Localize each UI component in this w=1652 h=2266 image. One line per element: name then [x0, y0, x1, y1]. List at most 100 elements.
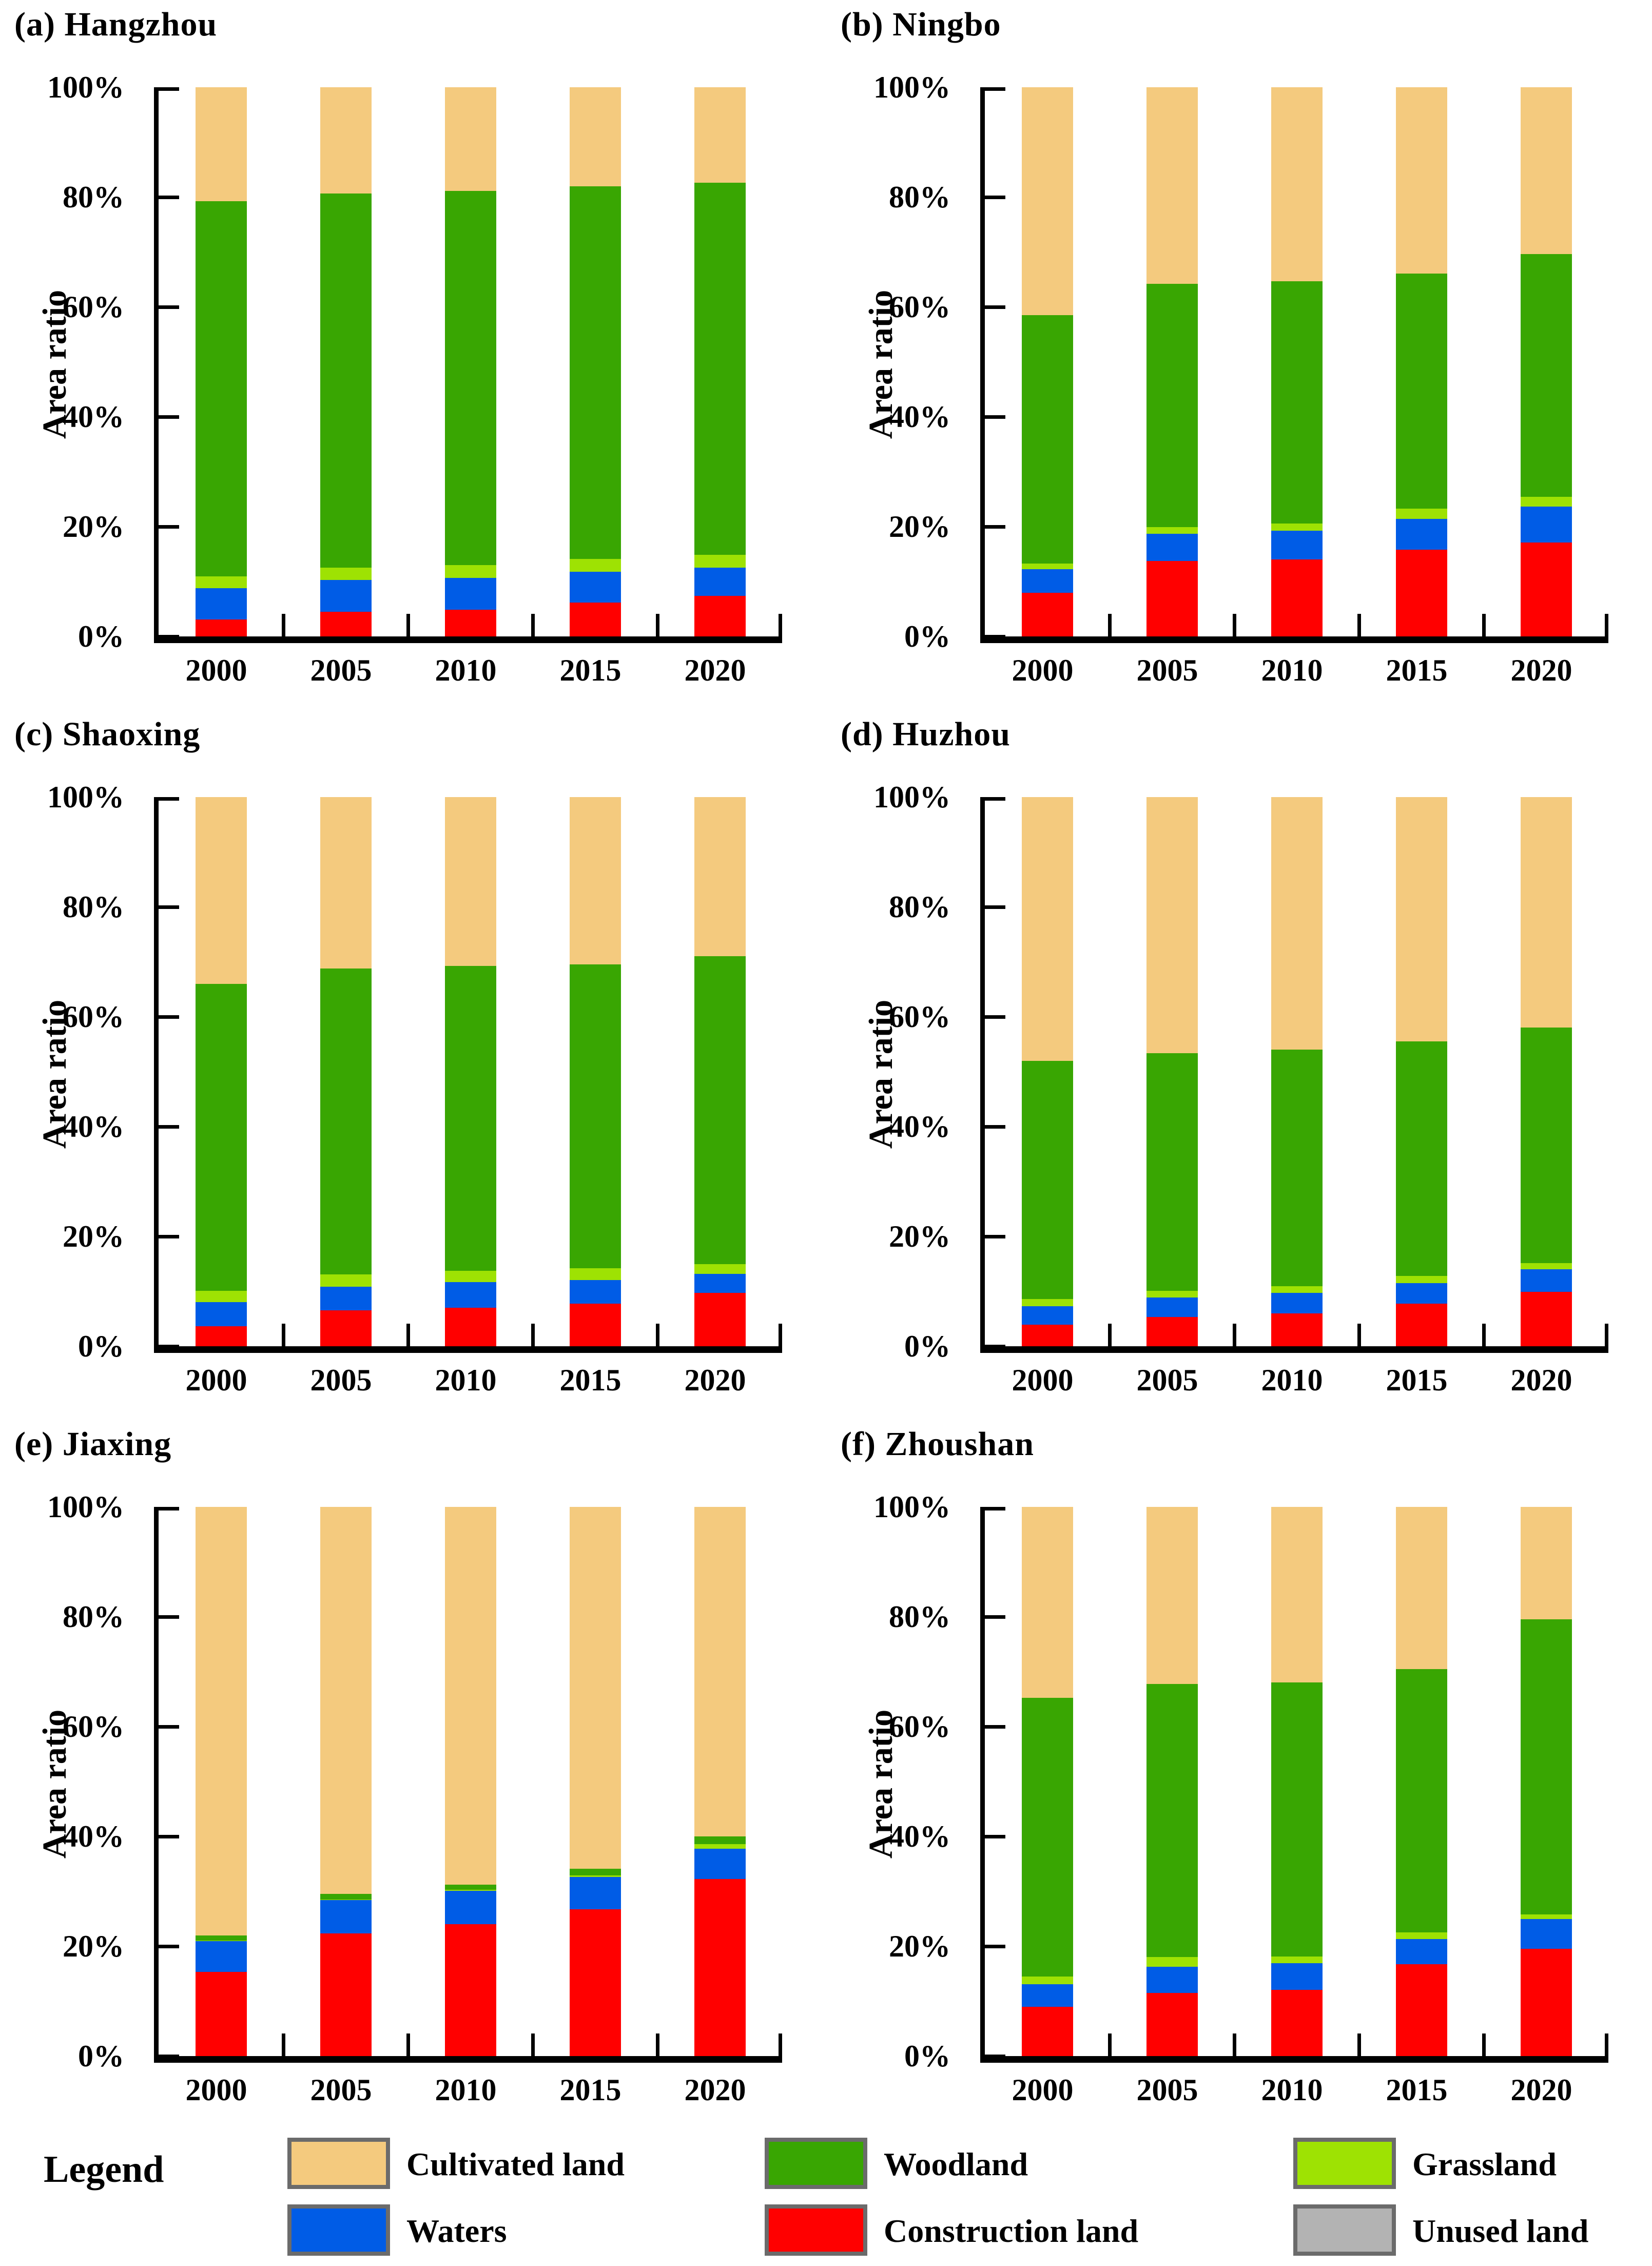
segment-grassland	[1021, 563, 1073, 570]
plot-area	[154, 87, 782, 643]
y-tick-label: 60%	[889, 290, 950, 324]
segment-grassland	[1271, 523, 1323, 531]
segment-woodland	[1146, 1053, 1198, 1291]
segment-waters	[1021, 1306, 1073, 1325]
segment-cultivated_land	[1146, 1507, 1198, 1684]
y-tick-label: 20%	[889, 510, 950, 544]
segment-cultivated_land	[320, 87, 372, 193]
segment-construction_land	[444, 1308, 496, 1346]
x-tick-label: 2020	[684, 653, 746, 687]
y-tick-label: 60%	[889, 1710, 950, 1744]
segment-construction_land	[1021, 593, 1073, 636]
segment-woodland	[694, 956, 746, 1264]
segment-woodland	[444, 965, 496, 1271]
plot-area	[980, 1507, 1608, 2063]
bar-2010	[444, 87, 496, 636]
segment-cultivated_land	[1146, 797, 1198, 1053]
x-tick	[406, 1324, 410, 1346]
bar-2015	[1395, 797, 1447, 1346]
segment-cultivated_land	[320, 1507, 372, 1894]
segment-woodland	[195, 983, 247, 1291]
y-tick-label: 20%	[63, 510, 124, 544]
x-tick	[1232, 614, 1236, 636]
y-tick-label: 60%	[889, 1000, 950, 1034]
y-tick	[159, 634, 179, 638]
y-tick	[985, 797, 1005, 801]
legend-label: Unused land	[1412, 2213, 1589, 2249]
x-tick	[406, 2033, 410, 2056]
segment-cultivated_land	[1271, 797, 1323, 1050]
x-tick-label: 2010	[1261, 1363, 1323, 1397]
x-tick-label: 2000	[1012, 2073, 1074, 2107]
x-tick	[531, 1324, 535, 1346]
segment-cultivated_land	[444, 797, 496, 966]
x-tick	[778, 2033, 782, 2056]
segment-cultivated_land	[1271, 87, 1323, 281]
x-tick	[281, 2033, 285, 2056]
segment-woodland	[1146, 284, 1198, 528]
legend-swatch-grassland	[1293, 2138, 1396, 2189]
segment-construction_land	[444, 609, 496, 636]
bar-2010	[444, 797, 496, 1346]
x-tick	[1604, 2033, 1608, 2056]
segment-waters	[320, 1900, 372, 1934]
segment-cultivated_land	[320, 797, 372, 969]
y-tick-label: 80%	[63, 180, 124, 214]
segment-cultivated_land	[195, 797, 247, 984]
chart-title: (f) Zhoushan	[841, 1425, 1034, 1463]
segment-waters	[569, 1877, 621, 1910]
segment-construction_land	[1271, 559, 1323, 636]
y-tick-label: 60%	[63, 290, 124, 324]
segment-waters	[1146, 533, 1198, 561]
segment-cultivated_land	[1395, 1507, 1447, 1669]
segment-construction_land	[569, 1303, 621, 1346]
chart-title: (a) Hangzhou	[14, 6, 218, 43]
y-tick-label: 60%	[63, 1710, 124, 1744]
y-tick-label: 0%	[78, 1329, 124, 1363]
x-tick-label: 2005	[1136, 2073, 1198, 2107]
x-tick	[1357, 1324, 1361, 1346]
x-tick-label: 2005	[310, 2073, 372, 2107]
segment-waters	[1146, 1297, 1198, 1318]
segment-grassland	[320, 568, 372, 580]
legend-swatch-cultivated_land	[287, 2138, 390, 2189]
y-tick-labels: 0% 20% 40% 60% 80% 100%	[826, 1492, 964, 2071]
segment-grassland	[1271, 1286, 1323, 1293]
bar-2005	[1146, 87, 1198, 636]
bar-2000	[1021, 87, 1073, 636]
segment-waters	[694, 568, 746, 596]
x-tick-label: 2015	[559, 1363, 621, 1397]
y-tick-label: 100%	[873, 780, 950, 814]
segment-grassland	[1520, 1914, 1572, 1919]
bar-2010	[1271, 797, 1323, 1346]
y-tick	[985, 1615, 1005, 1619]
x-tick-label: 2010	[1261, 2073, 1323, 2107]
segment-woodland	[1021, 315, 1073, 564]
plot-area	[980, 797, 1608, 1353]
x-tick	[778, 614, 782, 636]
segment-waters	[1271, 530, 1323, 560]
y-tick-labels: 0% 20% 40% 60% 80% 100%	[826, 72, 964, 652]
x-tick	[1482, 1324, 1486, 1346]
segment-construction_land	[320, 611, 372, 636]
x-tick-label: 2000	[185, 2073, 247, 2107]
bar-2005	[1146, 797, 1198, 1346]
plot-area	[980, 87, 1608, 643]
bar-2005	[320, 797, 372, 1346]
y-tick	[159, 525, 179, 529]
y-tick	[159, 1944, 179, 1948]
segment-grassland	[1271, 1957, 1323, 1964]
y-tick-label: 100%	[47, 780, 124, 814]
y-tick-label: 40%	[63, 1110, 124, 1144]
segment-waters	[569, 1280, 621, 1304]
y-tick	[159, 905, 179, 909]
segment-woodland	[195, 201, 247, 577]
segment-grassland	[569, 559, 621, 572]
y-tick-labels: 0% 20% 40% 60% 80% 100%	[0, 1492, 138, 2071]
y-tick	[159, 1834, 179, 1838]
legend-swatch-unused_land	[1293, 2204, 1396, 2256]
segment-construction_land	[320, 1310, 372, 1346]
segment-construction_land	[195, 619, 247, 636]
segment-waters	[694, 1273, 746, 1293]
segment-cultivated_land	[569, 1507, 621, 1869]
